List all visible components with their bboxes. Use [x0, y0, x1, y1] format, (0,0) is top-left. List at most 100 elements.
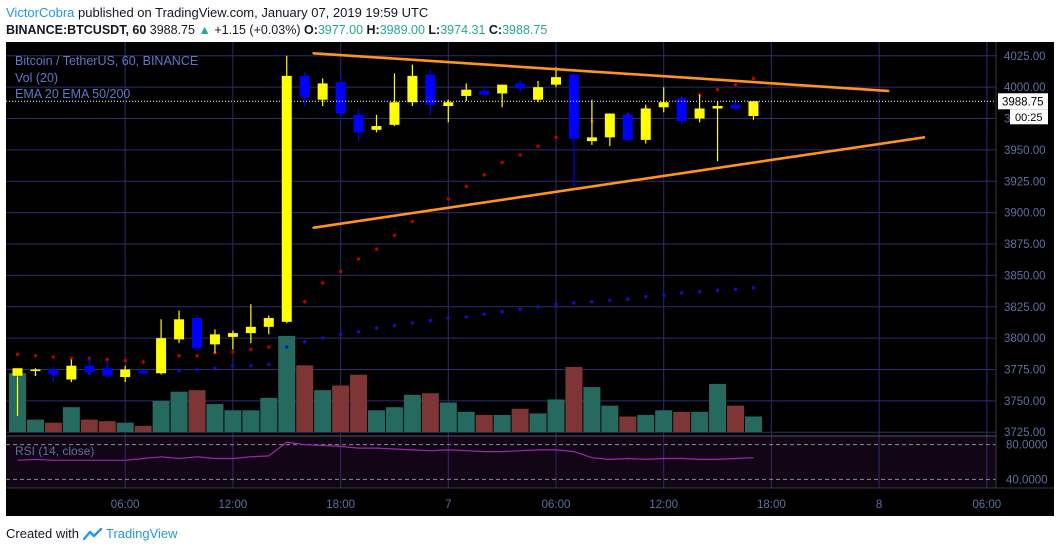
candle-body [120, 369, 131, 378]
ema50-point [177, 369, 181, 373]
candle-body [299, 75, 310, 98]
candle-body [658, 102, 669, 108]
price-tick-label: 3950.00 [1004, 145, 1046, 157]
high-value: 3989.00 [379, 23, 425, 37]
candle-body [461, 89, 472, 96]
time-tick-label: 18:00 [326, 499, 355, 511]
time-tick-label: 12:00 [649, 499, 678, 511]
ema50-point [608, 298, 612, 303]
volume-bar [134, 425, 152, 432]
ema20-point [554, 135, 558, 140]
price-tick-label: 3900.00 [1004, 208, 1046, 220]
volume-bar [332, 385, 350, 432]
volume-bar [691, 411, 709, 432]
candle-body [353, 114, 364, 133]
trendline-descending[interactable] [312, 51, 890, 93]
ema20-point [482, 173, 486, 177]
ema50-point [195, 367, 199, 372]
candle-body [12, 368, 23, 376]
ema20-point [231, 350, 235, 354]
volume-bar [439, 402, 457, 432]
candle-body [48, 369, 59, 375]
candle-body [227, 333, 238, 337]
candle-body [676, 98, 687, 122]
trendlines[interactable] [6, 51, 996, 230]
ema50-point [267, 362, 271, 367]
ema20-point [105, 357, 109, 362]
vol-legend: Vol (20) [15, 71, 58, 85]
candle-body [425, 74, 436, 105]
ema20-point [15, 352, 20, 357]
close-value: 3988.75 [502, 23, 548, 37]
ema20-point [195, 353, 199, 358]
candle-body [551, 77, 561, 85]
trendline-ascending[interactable] [312, 136, 926, 230]
ema50-point [590, 300, 594, 304]
volume-bar [188, 390, 206, 432]
candle-body [497, 84, 508, 94]
volume-bar [44, 422, 62, 432]
ema20-point [177, 353, 181, 358]
ema50-point [751, 286, 756, 290]
price-tick-label: 4000.00 [1004, 82, 1046, 94]
volume-bar [385, 407, 403, 432]
time-tick-label: 7 [445, 499, 451, 511]
candle-body [66, 365, 77, 380]
volume-bar [457, 411, 475, 432]
volume-bar [152, 401, 170, 432]
volume-bar [709, 383, 727, 432]
ema20-point [51, 355, 56, 359]
ema20-point [141, 360, 145, 364]
volume-bar [673, 411, 691, 432]
candle-body [209, 334, 220, 345]
volume-bar [421, 393, 439, 432]
price-axis: 4025.004000.003975.003950.003925.003900.… [995, 42, 1048, 488]
ema20-point [410, 219, 415, 224]
time-tick-label: 06:00 [542, 499, 571, 511]
ema50-point [392, 323, 397, 328]
candle-body [371, 126, 382, 130]
high-label: H: [366, 23, 380, 37]
candle-body [640, 108, 651, 140]
ema20-point [715, 87, 720, 92]
volume-bar [242, 410, 260, 432]
candle-body [568, 74, 579, 139]
low-value: 3974.31 [440, 23, 486, 37]
publish-info: VictorCobra published on TradingView.com… [6, 5, 428, 20]
candle-body [30, 369, 41, 371]
candle-body [389, 102, 400, 125]
volume-bar [26, 419, 44, 432]
ema50-point [715, 288, 720, 293]
ema50-point [464, 315, 468, 319]
candles [12, 55, 759, 416]
ema50-point [446, 316, 450, 320]
ema20-point [500, 160, 504, 165]
ema50-point [554, 302, 558, 306]
ema50-point [662, 293, 666, 298]
author-name[interactable]: VictorCobra [6, 5, 75, 20]
change-value: +1.15 (+0.03%) [214, 23, 301, 37]
candle-body [443, 102, 454, 106]
ema20-point [374, 247, 379, 251]
candle-body [515, 83, 526, 89]
candle-body [192, 318, 202, 349]
ohlc-summary: BINANCE:BTCUSDT, 60 3988.75 ▲ +1.15 (+0.… [6, 23, 547, 37]
ema50-point [482, 312, 486, 316]
close-label: C: [488, 23, 503, 37]
chart-title: Bitcoin / TetherUS, 60, BINANCE [15, 54, 198, 68]
candle-body [156, 338, 167, 374]
volume-bar [511, 408, 529, 432]
candle-body [174, 319, 185, 340]
candle-body [138, 370, 149, 374]
candle-body [102, 368, 113, 376]
tradingview-link[interactable]: TradingView [82, 526, 178, 541]
candle-body [335, 82, 346, 114]
ema50-point [644, 295, 648, 299]
last-price: 3988.75 [149, 23, 195, 37]
candle-body [84, 365, 95, 373]
volume-bars [9, 335, 762, 432]
ema50-point [518, 307, 522, 311]
volume-bar [744, 416, 762, 432]
ema20-point [536, 144, 540, 148]
